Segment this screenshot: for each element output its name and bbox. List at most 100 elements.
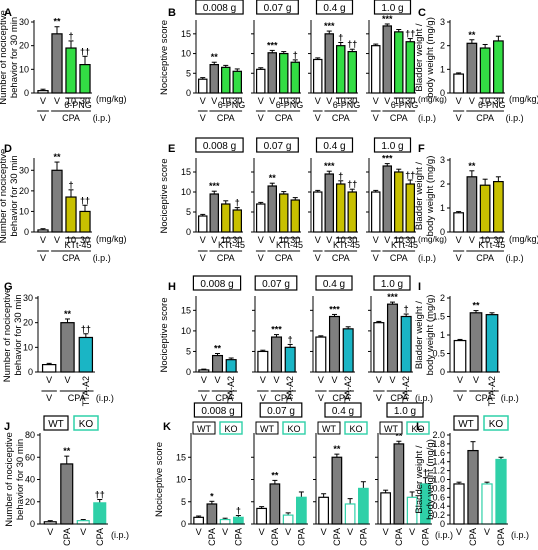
wt-legend-label: WT [48, 419, 64, 430]
y-tick-label: 0.5 [432, 349, 445, 359]
bar [493, 181, 504, 233]
wt-legend-label: WT [322, 424, 336, 434]
y-axis-label: Nociceptive score [159, 159, 170, 234]
bar [51, 33, 63, 94]
y-tick-label: 20 [25, 497, 35, 507]
dose-title: 0.4 g [323, 3, 345, 14]
bar [256, 507, 267, 525]
category-label: V [211, 96, 217, 106]
dose-title: 0.008 g [203, 141, 236, 152]
category-label: 30 [493, 235, 503, 245]
category-label: V [321, 527, 327, 537]
y-tick-label: 1 [440, 330, 445, 340]
y-tick-label: 0.2 [432, 510, 445, 520]
group-label: 6-PNG [64, 100, 92, 110]
category-label: V [200, 235, 206, 245]
bar [60, 463, 74, 525]
panel-letter: B [168, 7, 176, 19]
bar [267, 185, 277, 233]
dose-title-box [315, 0, 354, 15]
route-label: (i.p.) [435, 530, 453, 540]
bar [453, 339, 467, 373]
significance-label: *** [382, 14, 393, 24]
dose-title-box [192, 275, 242, 291]
group-label: V [318, 393, 324, 403]
category-label: V [285, 527, 291, 537]
y-axis-label: Bladder weight / [414, 445, 425, 513]
group-label: CPA [217, 113, 235, 123]
dose-title-box [256, 0, 299, 15]
category-label: V [259, 527, 265, 537]
category-label: V [383, 527, 389, 537]
bar [382, 25, 392, 94]
bar [296, 496, 307, 525]
panel-letter: E [168, 143, 175, 155]
route-label: (i.p.) [111, 530, 129, 540]
category-label: V [54, 235, 60, 245]
y-tick-label: 0 [186, 227, 191, 237]
route-label: (i.p.) [93, 113, 111, 123]
panel-letter: H [168, 281, 176, 293]
category-label: V [315, 235, 321, 245]
panel-letter: J [4, 421, 10, 433]
y-tick-label: 15 [181, 29, 191, 39]
y-tick-label: 0 [181, 519, 186, 529]
ko-legend-box [73, 415, 99, 431]
significance-label: ** [53, 152, 61, 162]
y-tick-label: 0 [440, 88, 445, 98]
y-axis-label: Nociceptive score [159, 298, 170, 373]
bar [256, 68, 266, 94]
group-label: 6-PNG [478, 100, 506, 110]
bar [466, 176, 478, 233]
group-label: V [456, 253, 462, 263]
bar [65, 196, 77, 233]
bar [209, 193, 219, 233]
y-tick-label: 0.4 [432, 501, 445, 511]
y-tick-label: 0.6 [432, 492, 445, 502]
panel-letter: F [418, 143, 425, 155]
significance-label: †† [80, 46, 90, 56]
wt-legend-box [317, 421, 341, 435]
wt-legend-label: WT [260, 424, 274, 434]
category-label: V [222, 527, 228, 537]
y-tick-label: 0 [28, 367, 33, 377]
group-label: V [40, 113, 46, 123]
y-tick-label: 60 [25, 452, 35, 462]
group-label: V [40, 253, 46, 263]
bar [453, 73, 464, 94]
group-label: V [315, 253, 321, 263]
bar [79, 210, 91, 233]
panel-j: J ** †† 0 20 40 60 80 V CPA V CPA Number of nocicept… [4, 415, 129, 546]
route-label: (i.p.) [501, 393, 519, 403]
category-label: 10 [394, 96, 404, 106]
y-tick-label: 1 [440, 203, 445, 213]
category-label: CPA [496, 528, 506, 546]
y-tick-label: 3 [440, 17, 445, 27]
category-label: 10 [279, 96, 289, 106]
category-label: V [196, 527, 202, 537]
wt-legend-box [255, 421, 279, 435]
category-label: V [389, 375, 395, 385]
panel-letter: D [4, 143, 12, 155]
y-tick-label: 1.8 [432, 439, 445, 449]
group-label: V [457, 393, 463, 403]
panel-letter: A [4, 7, 12, 19]
group-label: CPA [332, 113, 350, 123]
category-label: CPA [420, 528, 430, 546]
y-tick-label: 0 [24, 227, 29, 237]
bar [393, 443, 405, 525]
category-label: V [273, 375, 279, 385]
y-axis-label: Number of nociceptive [2, 288, 13, 383]
significance-label: ** [53, 17, 61, 27]
bar [466, 42, 478, 94]
y-axis-label: Bladder weight / [414, 301, 425, 369]
category-label: V [269, 235, 275, 245]
y-axis-label: Number of nociceptive [0, 149, 9, 244]
